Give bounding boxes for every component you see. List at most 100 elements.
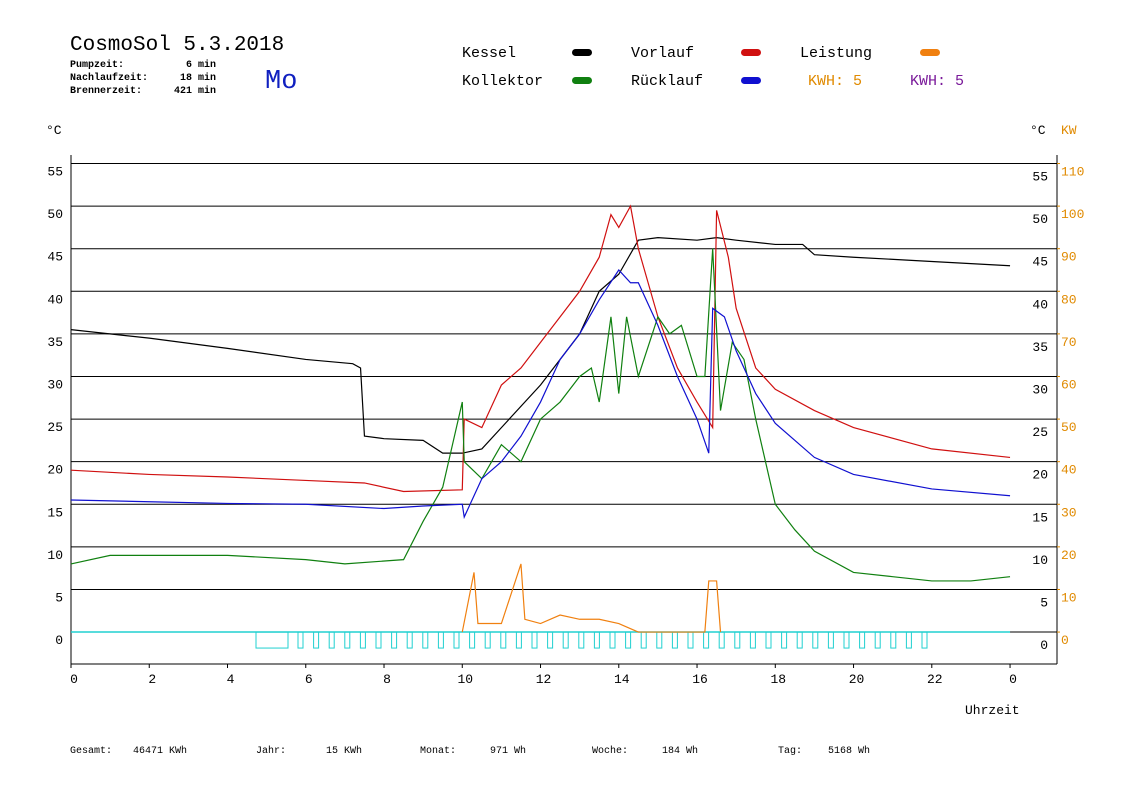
y-tick-label-right: 50 <box>1032 212 1048 227</box>
y2-tick-label: 20 <box>1061 548 1077 563</box>
kwh-label: KWH: 5 <box>910 73 964 90</box>
pump-block <box>625 631 632 649</box>
series-line <box>70 204 1011 493</box>
pump-block <box>921 631 928 649</box>
footer-label: Woche: <box>592 745 628 757</box>
footer-value: 971 Wh <box>490 745 526 757</box>
pump-block <box>469 631 476 649</box>
x-label: Uhrzeit <box>965 703 1020 718</box>
x-tick-label: 4 <box>227 672 235 687</box>
title: CosmoSol 5.3.2018 <box>70 34 284 57</box>
info-value: 6 min <box>186 59 216 71</box>
kwh-label: KWH: 5 <box>808 73 862 90</box>
x-tick-label: 10 <box>457 672 473 687</box>
y-tick-label: 35 <box>47 335 63 350</box>
pump-block <box>812 631 819 649</box>
pump-block <box>781 631 788 649</box>
y-tick-label-right: 10 <box>1032 553 1048 568</box>
y-tick-label-right: 40 <box>1032 297 1048 312</box>
pump-block <box>484 631 491 649</box>
y2-tick-label: 10 <box>1061 590 1077 605</box>
x-tick-label: 0 <box>70 672 78 687</box>
pump-block <box>905 631 912 649</box>
pump-block <box>843 631 850 649</box>
y2-tick-label: 90 <box>1061 250 1077 265</box>
footer-value: 15 KWh <box>326 745 362 757</box>
y-tick-label: 20 <box>47 463 63 478</box>
legend-swatch <box>741 49 761 56</box>
pump-block <box>734 631 741 649</box>
y-tick-label: 50 <box>47 207 63 222</box>
pump-block <box>796 631 803 649</box>
pump-block <box>656 631 663 649</box>
pump-block <box>859 631 866 649</box>
x-tick-label: 8 <box>383 672 391 687</box>
y-tick-label-right: 15 <box>1032 510 1048 525</box>
unit-right2: KW <box>1061 123 1077 138</box>
pump-block <box>375 631 382 649</box>
pump-block <box>453 631 460 649</box>
y-tick-label: 55 <box>47 165 63 180</box>
info-value: 421 min <box>174 85 216 97</box>
info-label: Nachlaufzeit: <box>70 72 148 84</box>
y-tick-label: 40 <box>47 292 63 307</box>
legend-label: Kollektor <box>462 73 543 90</box>
legend-label: Leistung <box>800 45 872 62</box>
pump-block <box>640 631 647 649</box>
x-tick-label: 0 <box>1009 672 1017 687</box>
y2-tick-label: 60 <box>1061 377 1077 392</box>
pump-block <box>297 631 304 649</box>
legend-swatch <box>920 49 940 56</box>
unit-right: °C <box>1030 123 1046 138</box>
pump-block <box>344 631 351 649</box>
pump-block <box>749 631 756 649</box>
footer-value: 46471 KWh <box>133 745 187 757</box>
pump-block <box>562 631 569 649</box>
x-tick-label: 6 <box>305 672 313 687</box>
footer-value: 184 Wh <box>662 745 698 757</box>
unit-left: °C <box>46 123 62 138</box>
y2-tick-label: 80 <box>1061 292 1077 307</box>
pump-block <box>422 631 429 649</box>
y-tick-label-right: 45 <box>1032 255 1048 270</box>
y-tick-label: 5 <box>55 590 63 605</box>
x-tick-label: 2 <box>148 672 156 687</box>
x-tick-label: 14 <box>614 672 630 687</box>
legend-swatch <box>572 49 592 56</box>
pump-block <box>765 631 772 649</box>
pump-block <box>531 631 538 649</box>
series-line <box>70 269 1011 520</box>
footer-label: Tag: <box>778 746 802 757</box>
series-line <box>461 563 722 633</box>
y-tick-label: 10 <box>47 548 63 563</box>
info-label: Pumpzeit: <box>70 59 124 71</box>
footer-label: Monat: <box>420 746 456 757</box>
y-tick-label-right: 55 <box>1032 170 1048 185</box>
y-tick-label: 25 <box>47 420 63 435</box>
y-tick-label-right: 5 <box>1040 595 1048 610</box>
series-line <box>70 237 1011 454</box>
x-tick-label: 20 <box>849 672 865 687</box>
pump-block <box>890 631 897 649</box>
pump-block <box>547 631 554 649</box>
y-tick-label: 30 <box>47 377 63 392</box>
x-tick-label: 12 <box>536 672 552 687</box>
pump-block <box>500 631 507 649</box>
y-tick-label: 0 <box>55 633 63 648</box>
y2-tick-label: 50 <box>1061 420 1077 435</box>
x-tick-label: 18 <box>770 672 786 687</box>
legend-label: Kessel <box>462 45 516 62</box>
y-tick-label-right: 0 <box>1040 638 1048 653</box>
pump-block <box>687 631 694 649</box>
legend-label: Rücklauf <box>631 73 703 90</box>
y-tick-label-right: 25 <box>1032 425 1048 440</box>
y-tick-label-right: 35 <box>1032 340 1048 355</box>
y-tick-label-right: 30 <box>1032 382 1048 397</box>
pump-block <box>406 631 413 649</box>
pump-block <box>313 631 320 649</box>
legend-label: Vorlauf <box>631 45 694 62</box>
pump-block <box>874 631 881 649</box>
y-tick-label-right: 20 <box>1032 468 1048 483</box>
footer-label: Gesamt: <box>70 746 112 757</box>
